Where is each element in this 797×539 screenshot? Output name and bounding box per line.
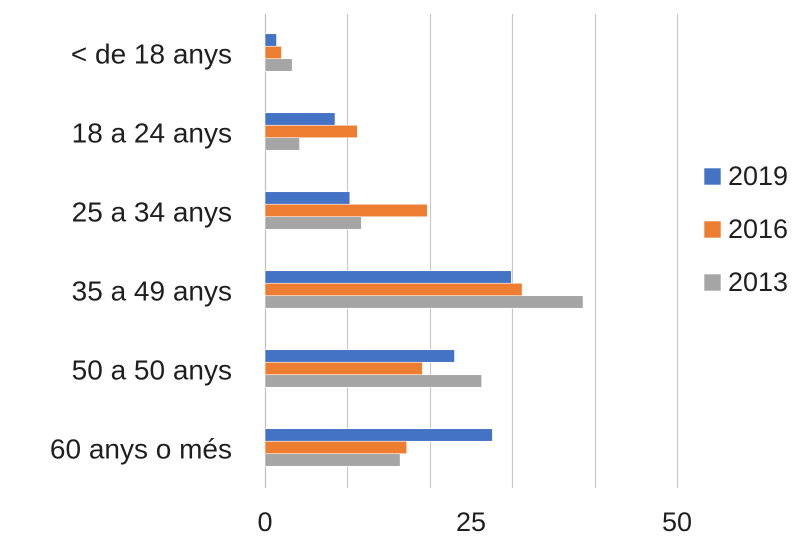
bar (264, 124, 358, 139)
x-tick-label: 50 (662, 507, 692, 537)
category-label: 18 a 24 anys (72, 118, 232, 149)
bar (264, 112, 336, 126)
bar (264, 295, 584, 309)
bar (264, 33, 277, 47)
bar (264, 361, 423, 376)
x-tick-labels: 0 25 50 (257, 507, 692, 537)
bar (264, 216, 362, 230)
bar (264, 349, 455, 363)
legend-label: 2019 (728, 161, 788, 191)
bar (264, 137, 300, 151)
bar (264, 440, 408, 455)
legend: 2019 2016 2013 (703, 161, 788, 297)
x-tick-label: 25 (456, 507, 486, 537)
category-label: < de 18 anys (71, 39, 232, 70)
bar (264, 45, 282, 60)
category-label: 35 a 49 anys (72, 276, 232, 307)
x-tick-label: 0 (257, 507, 272, 537)
bars (264, 33, 584, 467)
category-label: 50 a 50 anys (72, 355, 232, 386)
legend-label: 2016 (728, 214, 788, 244)
legend-swatch (703, 167, 722, 186)
bar (264, 428, 493, 442)
category-label: 60 anys o més (50, 434, 232, 465)
bar (264, 282, 523, 297)
gridlines (264, 14, 679, 488)
category-labels: < de 18 anys 18 a 24 anys 25 a 34 anys 35 a… (50, 39, 232, 465)
bar (264, 453, 401, 467)
bar (264, 58, 293, 72)
bar (264, 270, 512, 284)
legend-swatch (703, 273, 722, 292)
bar (264, 203, 428, 218)
legend-swatch (703, 220, 722, 239)
legend-label: 2013 (728, 267, 788, 297)
bar (264, 374, 483, 388)
bar (264, 191, 351, 205)
category-label: 25 a 34 anys (72, 197, 232, 228)
